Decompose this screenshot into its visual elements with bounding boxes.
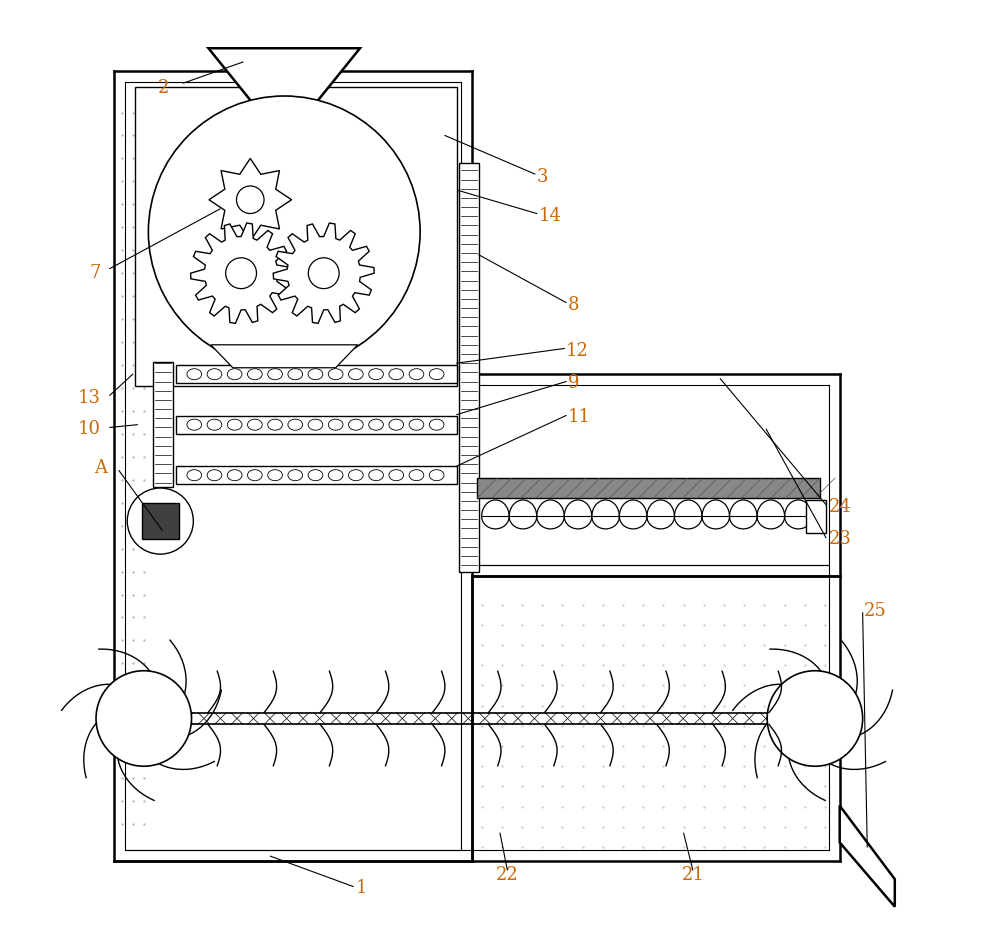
Circle shape [127,488,193,555]
Text: 9: 9 [568,375,579,392]
Text: 25: 25 [864,602,886,620]
Bar [153,363,173,487]
Ellipse shape [187,419,202,431]
Bar [477,478,820,498]
Ellipse shape [288,419,303,431]
Ellipse shape [308,369,323,379]
Ellipse shape [389,419,404,431]
Ellipse shape [349,369,363,379]
Ellipse shape [288,470,303,481]
Bar [459,163,479,571]
Text: 11: 11 [568,408,591,426]
Ellipse shape [227,470,242,481]
Circle shape [148,96,420,368]
Text: 2: 2 [158,78,169,97]
Ellipse shape [429,470,444,481]
Text: 12: 12 [566,342,589,361]
Text: 8: 8 [568,296,579,314]
Ellipse shape [268,470,282,481]
Ellipse shape [389,470,404,481]
Ellipse shape [308,470,323,481]
Ellipse shape [369,470,383,481]
Ellipse shape [207,470,222,481]
Ellipse shape [349,419,363,431]
Ellipse shape [349,470,363,481]
Ellipse shape [389,369,404,379]
Ellipse shape [429,419,444,431]
Polygon shape [273,223,374,323]
Circle shape [308,258,339,289]
Text: 3: 3 [537,168,548,185]
Text: 24: 24 [829,499,851,516]
Ellipse shape [288,369,303,379]
Ellipse shape [227,369,242,379]
Bar [806,500,826,533]
Ellipse shape [369,369,383,379]
Ellipse shape [369,419,383,431]
Text: 21: 21 [681,866,704,884]
Ellipse shape [409,470,424,481]
Text: 10: 10 [78,420,101,438]
Ellipse shape [248,419,262,431]
Ellipse shape [308,419,323,431]
Ellipse shape [328,369,343,379]
Bar [135,87,457,386]
Bar [176,365,457,383]
Ellipse shape [409,419,424,431]
Ellipse shape [409,369,424,379]
Circle shape [226,258,257,289]
Ellipse shape [227,419,242,431]
Text: 22: 22 [496,866,519,884]
Polygon shape [211,345,358,368]
Text: 14: 14 [539,207,561,226]
Polygon shape [191,223,292,323]
Ellipse shape [248,369,262,379]
Ellipse shape [268,369,282,379]
Ellipse shape [268,419,282,431]
Text: 7: 7 [89,264,101,282]
Circle shape [767,671,863,766]
Text: A: A [94,459,107,477]
Circle shape [237,186,264,213]
Ellipse shape [187,470,202,481]
Polygon shape [209,158,292,241]
Ellipse shape [328,470,343,481]
Circle shape [96,671,192,766]
Ellipse shape [328,419,343,431]
Text: 23: 23 [829,530,852,548]
Polygon shape [208,48,360,105]
Ellipse shape [429,369,444,379]
Text: 13: 13 [78,389,101,407]
Ellipse shape [207,369,222,379]
Ellipse shape [187,369,202,379]
Polygon shape [840,805,895,907]
Bar [176,416,457,434]
Text: 1: 1 [356,879,367,898]
Bar [176,466,457,485]
Ellipse shape [248,470,262,481]
Bar [142,502,179,540]
Ellipse shape [207,419,222,431]
